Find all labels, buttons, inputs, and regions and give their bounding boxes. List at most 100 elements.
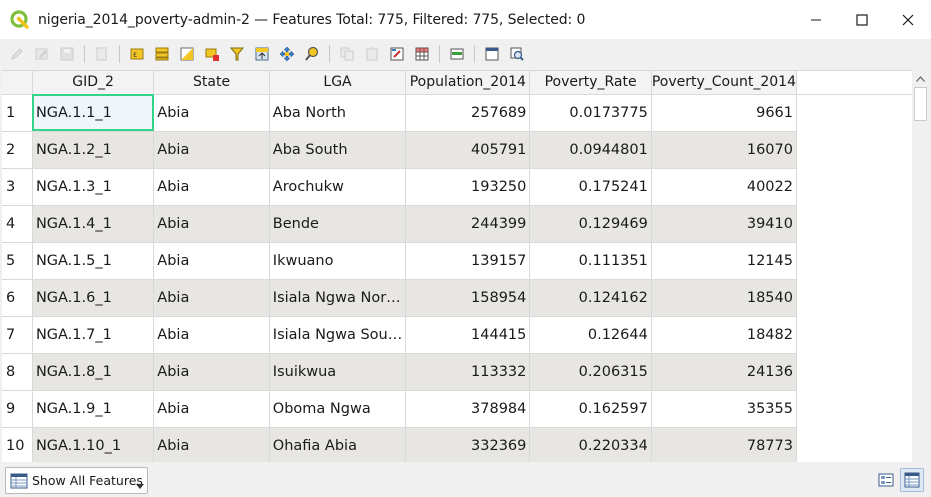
cell-lga[interactable]: Bende [269, 205, 407, 243]
cell-poverty-count[interactable]: 9661 [651, 94, 798, 132]
toggle-editing-button[interactable] [6, 43, 28, 65]
column-header-population[interactable]: Population_2014 [405, 71, 531, 95]
row-number[interactable]: 3 [2, 168, 33, 206]
cell-poverty-count[interactable]: 24136 [651, 353, 798, 391]
cell-poverty-rate[interactable]: 0.220334 [529, 427, 652, 462]
cell-population[interactable]: 144415 [405, 316, 531, 354]
field-calculator-button[interactable] [386, 43, 408, 65]
row-number[interactable]: 4 [2, 205, 33, 243]
pan-to-selection-button[interactable] [276, 43, 298, 65]
row-number[interactable]: 9 [2, 390, 33, 428]
cell-poverty-rate[interactable]: 0.111351 [529, 242, 652, 280]
cell-gid[interactable]: NGA.1.8_1 [32, 353, 155, 391]
cell-state[interactable]: Abia [153, 94, 270, 132]
cell-state[interactable]: Abia [153, 242, 270, 280]
cell-population[interactable]: 257689 [405, 94, 531, 132]
cell-population[interactable]: 244399 [405, 205, 531, 243]
cell-lga[interactable]: Ohafia Abia [269, 427, 407, 462]
cell-poverty-rate[interactable]: 0.129469 [529, 205, 652, 243]
cell-gid[interactable]: NGA.1.1_1 [32, 94, 155, 132]
deselect-all-button[interactable] [201, 43, 223, 65]
cell-lga[interactable]: Isuikwua [269, 353, 407, 391]
cell-poverty-rate[interactable]: 0.162597 [529, 390, 652, 428]
cell-population[interactable]: 113332 [405, 353, 531, 391]
move-selection-top-button[interactable] [251, 43, 273, 65]
multi-edit-button[interactable] [31, 43, 53, 65]
table-row[interactable]: 1 NGA.1.1_1 Abia Aba North 257689 0.0173775 96… [2, 94, 912, 132]
table-row[interactable]: 2 NGA.1.2_1 Abia Aba South 405791 0.0944801 16… [2, 131, 912, 169]
copy-rows-button[interactable] [336, 43, 358, 65]
cell-poverty-rate[interactable]: 0.175241 [529, 168, 652, 206]
conditional-formatting-button[interactable] [411, 43, 433, 65]
show-features-dropdown[interactable]: Show All Features [5, 467, 148, 494]
table-view-button[interactable] [900, 468, 924, 492]
cell-poverty-count[interactable]: 18482 [651, 316, 798, 354]
row-number[interactable]: 8 [2, 353, 33, 391]
cell-population[interactable]: 193250 [405, 168, 531, 206]
row-number[interactable]: 5 [2, 242, 33, 280]
column-header-gid[interactable]: GID_2 [32, 71, 155, 95]
column-header-state[interactable]: State [153, 71, 270, 95]
cell-population[interactable]: 405791 [405, 131, 531, 169]
table-row[interactable]: 9 NGA.1.9_1 Abia Oboma Ngwa 378984 0.162597 35… [2, 390, 912, 428]
cell-gid[interactable]: NGA.1.5_1 [32, 242, 155, 280]
table-row[interactable]: 7 NGA.1.7_1 Abia Isiala Ngwa Sou… 144415 0.12… [2, 316, 912, 354]
column-header-poverty-count[interactable]: Poverty_Count_2014 [651, 71, 798, 95]
cell-poverty-count[interactable]: 12145 [651, 242, 798, 280]
row-number[interactable]: 10 [2, 427, 33, 462]
column-header-lga[interactable]: LGA [269, 71, 407, 95]
form-view-button[interactable] [874, 468, 898, 492]
cell-lga[interactable]: Isiala Ngwa Nor… [269, 279, 407, 317]
minimize-button[interactable] [793, 0, 839, 39]
row-number[interactable]: 2 [2, 131, 33, 169]
column-header-poverty-rate[interactable]: Poverty_Rate [529, 71, 652, 95]
cell-state[interactable]: Abia [153, 390, 270, 428]
new-field-button[interactable] [446, 43, 468, 65]
cell-poverty-rate[interactable]: 0.12644 [529, 316, 652, 354]
cell-lga[interactable]: Aba North [269, 94, 407, 132]
cell-state[interactable]: Abia [153, 427, 270, 462]
table-row[interactable]: 5 NGA.1.5_1 Abia Ikwuano 139157 0.111351 12145 [2, 242, 912, 280]
cell-state[interactable]: Abia [153, 316, 270, 354]
close-button[interactable] [885, 0, 931, 39]
cell-state[interactable]: Abia [153, 353, 270, 391]
cell-poverty-count[interactable]: 18540 [651, 279, 798, 317]
actions-button[interactable] [506, 43, 528, 65]
cell-population[interactable]: 332369 [405, 427, 531, 462]
cell-population[interactable]: 378984 [405, 390, 531, 428]
cell-poverty-count[interactable]: 78773 [651, 427, 798, 462]
reload-button[interactable] [91, 43, 113, 65]
cell-population[interactable]: 158954 [405, 279, 531, 317]
cell-gid[interactable]: NGA.1.9_1 [32, 390, 155, 428]
cell-lga[interactable]: Isiala Ngwa Sou… [269, 316, 407, 354]
table-row[interactable]: 3 NGA.1.3_1 Abia Arochukw 193250 0.175241 4002… [2, 168, 912, 206]
row-number[interactable]: 1 [2, 94, 33, 132]
cell-state[interactable]: Abia [153, 279, 270, 317]
scroll-up-button[interactable] [912, 70, 929, 87]
scrollbar-thumb[interactable] [914, 87, 927, 121]
table-row[interactable]: 6 NGA.1.6_1 Abia Isiala Ngwa Nor… 158954 0.12… [2, 279, 912, 317]
cell-poverty-count[interactable]: 16070 [651, 131, 798, 169]
corner-header[interactable] [2, 71, 33, 95]
cell-population[interactable]: 139157 [405, 242, 531, 280]
dock-table-button[interactable] [481, 43, 503, 65]
cell-gid[interactable]: NGA.1.4_1 [32, 205, 155, 243]
cell-poverty-rate[interactable]: 0.0173775 [529, 94, 652, 132]
paste-features-button[interactable] [361, 43, 383, 65]
cell-lga[interactable]: Arochukw [269, 168, 407, 206]
cell-gid[interactable]: NGA.1.3_1 [32, 168, 155, 206]
attribute-table[interactable]: GID_2 State LGA Population_2014 Poverty_… [2, 70, 912, 462]
row-number[interactable]: 6 [2, 279, 33, 317]
row-number[interactable]: 7 [2, 316, 33, 354]
invert-selection-button[interactable] [176, 43, 198, 65]
cell-state[interactable]: Abia [153, 168, 270, 206]
table-row[interactable]: 10 NGA.1.10_1 Abia Ohafia Abia 332369 0.22033… [2, 427, 912, 462]
vertical-scrollbar[interactable] [912, 70, 929, 462]
cell-poverty-count[interactable]: 40022 [651, 168, 798, 206]
cell-gid[interactable]: NGA.1.10_1 [32, 427, 155, 462]
cell-poverty-rate[interactable]: 0.124162 [529, 279, 652, 317]
zoom-to-selection-button[interactable] [301, 43, 323, 65]
table-row[interactable]: 8 NGA.1.8_1 Abia Isuikwua 113332 0.206315 2413… [2, 353, 912, 391]
cell-state[interactable]: Abia [153, 205, 270, 243]
cell-poverty-count[interactable]: 39410 [651, 205, 798, 243]
